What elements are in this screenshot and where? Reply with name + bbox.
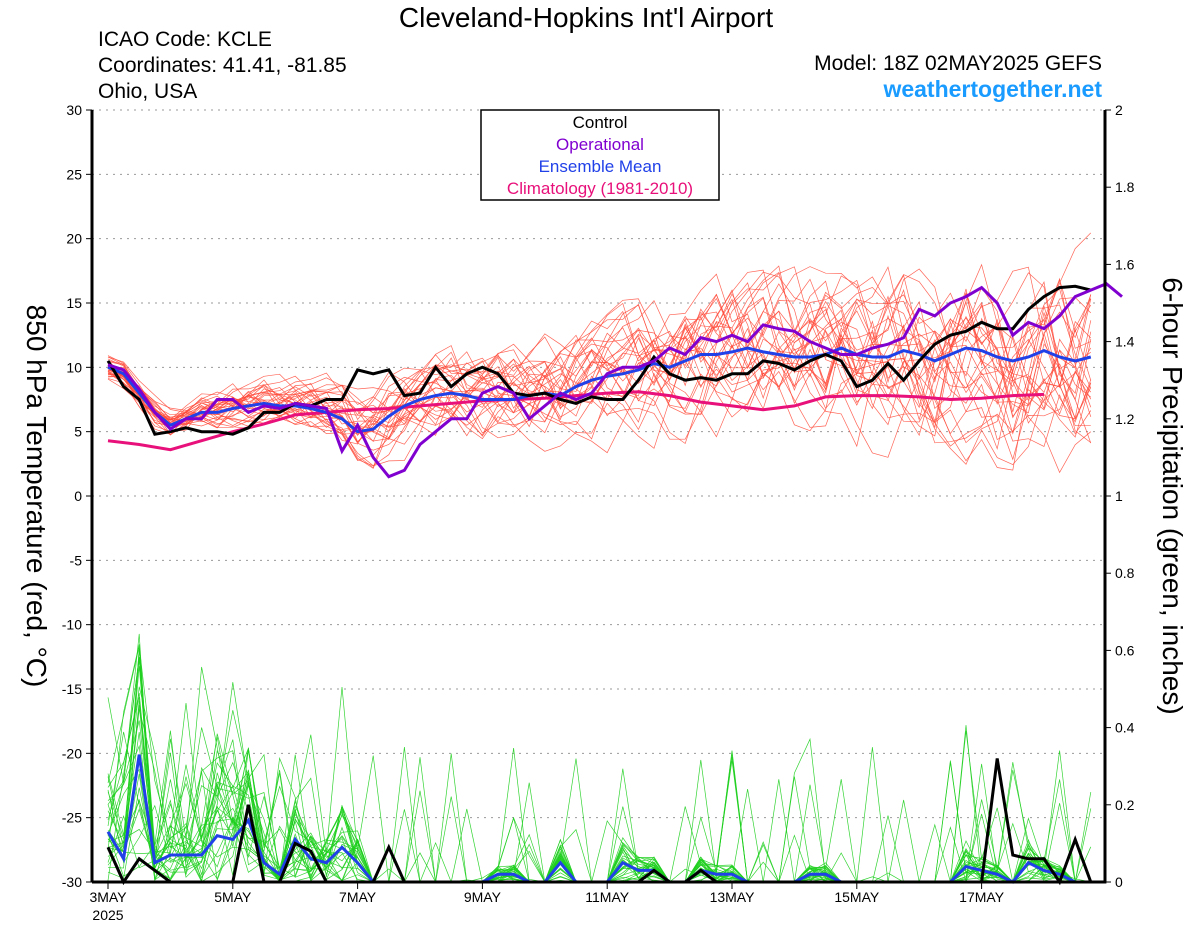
y-tick-label: 15 <box>66 295 82 311</box>
brand-link[interactable]: weathertogether.net <box>883 76 1102 102</box>
operational-temp-line <box>107 281 1123 479</box>
precipitation-member-line <box>107 666 1091 883</box>
temperature-member-line <box>107 288 1091 431</box>
precipitation-member-line <box>107 657 1091 883</box>
y-tick-label: -15 <box>62 681 82 697</box>
x-tick-label: 11MAY <box>585 889 629 905</box>
precipitation-member-line <box>107 657 1091 883</box>
legend-entry: Ensemble Mean <box>539 157 662 176</box>
y2-tick-label: 1.4 <box>1115 334 1135 350</box>
x-tick-label: 9MAY <box>464 889 502 905</box>
axes: 302520151050-5-10-15-20-25-3021.81.61.41… <box>21 102 1188 923</box>
control-temp-line <box>106 284 1092 436</box>
temperature-member-line <box>107 263 1091 440</box>
y-tick-label: -30 <box>62 874 82 890</box>
x-tick-label: 7MAY <box>339 889 377 905</box>
y2-tick-label: 0.6 <box>1115 642 1135 658</box>
temperature-member-line <box>107 288 1092 461</box>
y-tick-label: 30 <box>66 102 82 118</box>
legend-entry: Control <box>573 113 628 132</box>
precipitation-member-line <box>107 692 1091 883</box>
grid-lines <box>92 109 1105 883</box>
y-tick-label: 10 <box>66 359 82 375</box>
y2-tick-label: 1.6 <box>1115 256 1135 272</box>
x-tick-label: 3MAY <box>89 889 127 905</box>
x-tick-label: 17MAY <box>959 889 1005 905</box>
y2-tick-label: 0 <box>1115 874 1123 890</box>
x-tick-label: 15MAY <box>834 889 880 905</box>
precipitation-member-line <box>107 725 1091 883</box>
legend: Control Operational Ensemble Mean Climatolo… <box>480 109 720 201</box>
temperature-member-line <box>108 323 1092 469</box>
y2-axis-label: 6-hour Precipitation (green, inches) <box>1157 277 1188 714</box>
y2-tick-label: 1 <box>1115 488 1123 504</box>
temperature-member-line <box>107 274 1092 429</box>
coordinates: Coordinates: 41.41, -81.85 <box>98 54 347 77</box>
y-tick-label: -25 <box>62 810 82 826</box>
y-tick-label: 0 <box>74 488 82 504</box>
y-tick-label: -5 <box>70 552 83 568</box>
temperature-member-line <box>107 266 1092 462</box>
temperature-member-line <box>107 279 1092 466</box>
temperature-member-line <box>107 293 1092 437</box>
y-tick-label: 20 <box>66 231 82 247</box>
y2-tick-label: 0.4 <box>1115 720 1135 736</box>
icao-code: ICAO Code: KCLE <box>98 28 272 51</box>
temperature-member-line <box>107 292 1092 452</box>
x-tick-label: 5MAY <box>214 889 252 905</box>
x-tick-year-label: 2025 <box>92 907 123 923</box>
y-tick-label: 25 <box>66 166 82 182</box>
location: Ohio, USA <box>98 80 198 103</box>
precipitation-member-line <box>107 727 1092 883</box>
y-tick-label: -20 <box>62 745 82 761</box>
precipitation-member-line <box>107 657 1091 884</box>
y2-tick-label: 1.8 <box>1115 179 1135 195</box>
legend-entry: Operational <box>556 135 644 154</box>
page-title: Cleveland-Hopkins Int'l Airport <box>398 2 774 33</box>
x-tick-label: 13MAY <box>710 889 756 905</box>
model-run: Model: 18Z 02MAY2025 GEFS <box>814 52 1102 75</box>
precipitation-member-line <box>107 772 1091 883</box>
precipitation-member-line <box>107 666 1091 883</box>
legend-entry: Climatology (1981-2010) <box>507 179 693 198</box>
y2-tick-label: 0.8 <box>1115 565 1135 581</box>
ensemble-mean-temp-line <box>107 346 1092 434</box>
y-axis-label: 850 hPa Temperature (red, °C) <box>21 305 52 688</box>
y2-tick-label: 0.2 <box>1115 797 1135 813</box>
climatology-line <box>107 390 1045 452</box>
y2-tick-label: 2 <box>1115 102 1123 118</box>
y2-tick-label: 1.2 <box>1115 411 1135 427</box>
y-tick-label: 5 <box>74 424 82 440</box>
legend-box <box>480 109 720 201</box>
ensemble-members <box>107 232 1092 884</box>
y-tick-label: -10 <box>62 617 82 633</box>
